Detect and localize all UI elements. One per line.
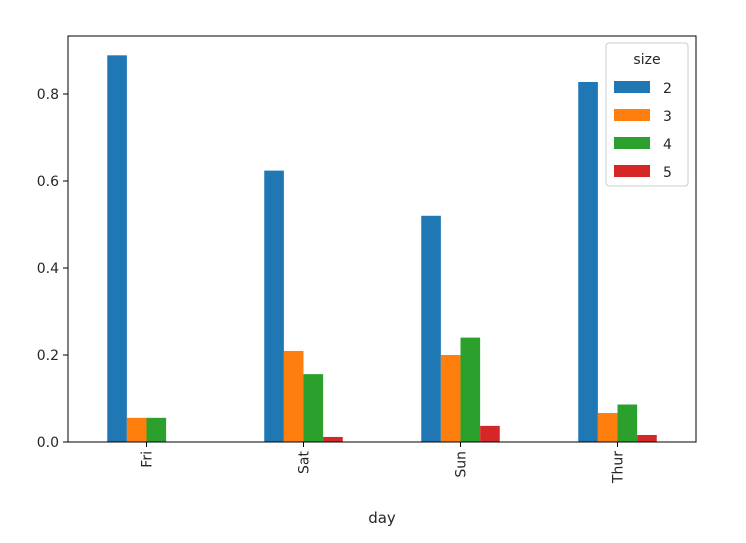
x-tick-label-sat: Sat [297,451,313,474]
legend-title: size [633,52,660,68]
bar-sat-size-5 [323,436,343,442]
legend-swatch-size-3 [614,109,650,121]
bar-thur-size-2 [578,81,598,443]
bar-thur-size-3 [597,413,618,442]
bar-sat-size-2 [264,170,284,443]
x-tick-label-fri: Fri [140,451,156,468]
legend-swatch-size-2 [614,81,650,93]
bar-fri-size-4 [146,417,167,442]
legend-swatch-size-5 [614,165,650,177]
y-axis: 0.0 0.2 0.4 0.6 0.8 [37,87,68,451]
bar-sat-size-4 [303,374,324,442]
bar-thur-size-4 [617,404,638,442]
y-tick-label: 0.6 [37,174,59,190]
y-tick-label: 0.0 [37,435,59,451]
legend-label-size-5: 5 [663,165,672,181]
legend-label-size-2: 2 [663,81,672,97]
bar-fri-size-2 [107,55,127,442]
bar-thur-size-5 [637,434,657,442]
bar-sun-size-2 [421,215,441,442]
x-axis: Fri Sat Sun Thur [140,442,627,484]
bar-sun-size-3 [440,355,461,442]
bar-sat-size-3 [283,350,304,442]
bar-fri-size-3 [126,417,147,442]
y-tick-label: 0.2 [37,348,59,364]
x-axis-label: day [368,509,396,527]
bar-sun-size-5 [480,425,500,442]
legend-label-size-4: 4 [663,137,672,153]
x-tick-label-thur: Thur [611,451,627,484]
x-tick-label-sun: Sun [454,451,470,478]
plot-area [107,55,657,443]
legend-swatch-size-4 [614,137,650,149]
axes-frame [67,35,697,443]
y-tick-label: 0.8 [37,87,59,103]
y-tick-label: 0.4 [37,261,59,277]
legend-label-size-3: 3 [663,109,672,125]
bar-sun-size-4 [460,337,481,442]
